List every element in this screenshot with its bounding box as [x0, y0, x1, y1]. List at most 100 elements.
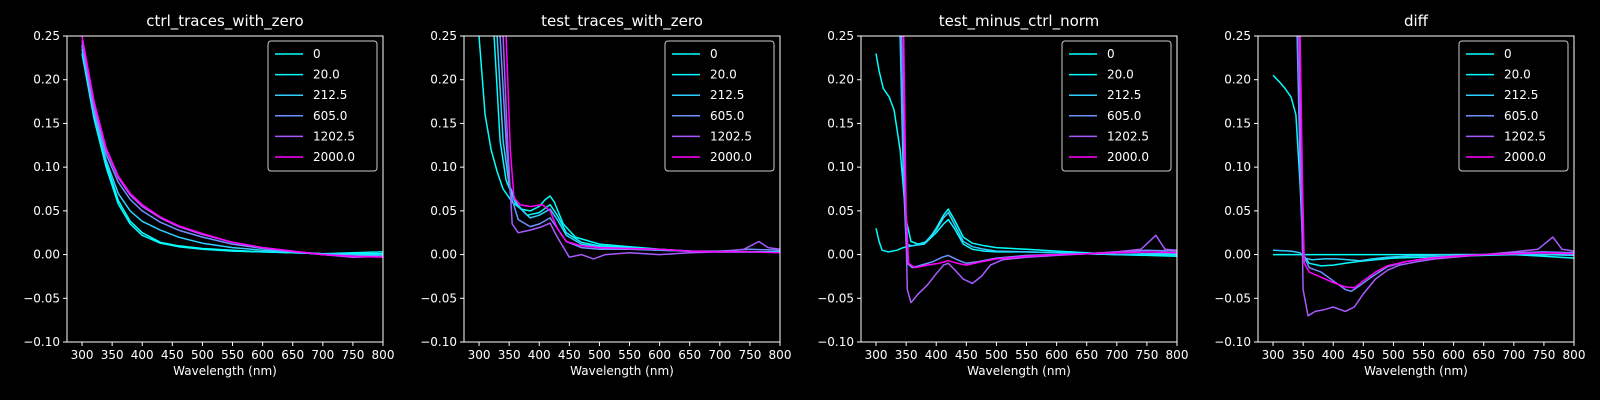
- x-tick-label: 300: [1262, 348, 1285, 362]
- series-line-2000.0: [1299, 36, 1574, 289]
- x-tick-label: 750: [341, 348, 364, 362]
- x-tick-label: 650: [281, 348, 304, 362]
- axes-frame: [66, 35, 384, 343]
- legend-label: 20.0: [710, 68, 737, 82]
- x-tick-label: 650: [1075, 348, 1098, 362]
- legend-label: 605.0: [313, 109, 347, 123]
- chart-title: test_minus_ctrl_norm: [939, 12, 1100, 31]
- x-tick-label: 500: [588, 348, 611, 362]
- x-tick-label: 550: [1015, 348, 1038, 362]
- legend-label: 2000.0: [313, 150, 355, 164]
- y-tick-label: −0.10: [23, 335, 60, 349]
- chart-panel-3: 300 350 400 450 500 550 600 650 700 750 800 −0.10 −0…: [817, 12, 1188, 378]
- x-axis-label: Wavelength (nm): [1364, 364, 1468, 378]
- series-group: [478, 36, 780, 260]
- chart-panel-2: 300 350 400 450 500 550 600 650 700 750 800 −0.10 −0…: [420, 12, 791, 378]
- x-tick-label: 800: [1563, 348, 1586, 362]
- legend-label: 605.0: [710, 109, 744, 123]
- y-tick-label: −0.05: [817, 291, 854, 305]
- y-tick-label: 0.15: [827, 116, 854, 130]
- y-tick-label: −0.10: [817, 335, 854, 349]
- legend-label: 1202.5: [710, 129, 752, 143]
- legend: 0 20.0 212.5 605.0 1202.5 2000.0: [1061, 40, 1172, 172]
- legend-label: 20.0: [1504, 68, 1531, 82]
- x-tick-label: 450: [558, 348, 581, 362]
- x-tick-label: 750: [1135, 348, 1158, 362]
- x-tick-label: 450: [161, 348, 184, 362]
- x-axis-label: Wavelength (nm): [967, 364, 1071, 378]
- y-tick-label: −0.10: [1214, 335, 1251, 349]
- x-tick-label: 650: [1472, 348, 1495, 362]
- legend-label: 212.5: [313, 88, 347, 102]
- chart-title: diff: [1404, 12, 1429, 30]
- x-tick-label: 600: [1442, 348, 1465, 362]
- x-tick-label: 400: [131, 348, 154, 362]
- y-tick-label: 0.20: [430, 73, 457, 87]
- axes-frame: [860, 35, 1178, 343]
- series-line-1202.5: [1298, 36, 1574, 317]
- x-tick-label: 800: [769, 348, 792, 362]
- x-axis-label: Wavelength (nm): [570, 364, 674, 378]
- y-tick-label: 0.15: [1224, 116, 1251, 130]
- legend-label: 1202.5: [1107, 129, 1149, 143]
- y-tick-label: 0.25: [430, 29, 457, 43]
- legend: 0 20.0 212.5 605.0 1202.5 2000.0: [664, 40, 775, 172]
- series-group: [1272, 36, 1574, 317]
- x-tick-label: 300: [865, 348, 888, 362]
- x-tick-label: 700: [1502, 348, 1525, 362]
- x-tick-label: 550: [618, 348, 641, 362]
- legend-label: 0: [313, 47, 321, 61]
- legend-label: 2000.0: [1504, 150, 1546, 164]
- x-tick-label: 750: [738, 348, 761, 362]
- series-line-2000.0: [81, 36, 383, 258]
- x-tick-label: 450: [1352, 348, 1375, 362]
- y-tick-label: −0.10: [420, 335, 457, 349]
- y-tick-label: 0.05: [827, 204, 854, 218]
- y-tick-label: −0.05: [1214, 291, 1251, 305]
- legend-label: 1202.5: [1504, 129, 1546, 143]
- x-tick-label: 750: [1532, 348, 1555, 362]
- y-tick-label: 0.15: [33, 116, 60, 130]
- x-tick-label: 400: [1322, 348, 1345, 362]
- series-group: [875, 36, 1177, 304]
- x-tick-label: 350: [101, 348, 124, 362]
- y-tick-label: 0.10: [430, 160, 457, 174]
- legend-box: [1061, 40, 1172, 172]
- series-line-2000.0: [505, 36, 780, 254]
- legend-label: 212.5: [710, 88, 744, 102]
- x-tick-label: 500: [1382, 348, 1405, 362]
- legend-box: [1458, 40, 1569, 172]
- x-tick-label: 800: [372, 348, 395, 362]
- legend-label: 212.5: [1504, 88, 1538, 102]
- legend: 0 20.0 212.5 605.0 1202.5 2000.0: [1458, 40, 1569, 172]
- x-tick-label: 500: [191, 348, 214, 362]
- series-line-2000.0: [902, 36, 1177, 269]
- y-tick-label: 0.10: [33, 160, 60, 174]
- y-tick-label: 0.20: [1224, 73, 1251, 87]
- x-tick-label: 550: [221, 348, 244, 362]
- legend-label: 2000.0: [1107, 150, 1149, 164]
- legend-box: [267, 40, 378, 172]
- x-tick-label: 700: [708, 348, 731, 362]
- x-tick-label: 550: [1412, 348, 1435, 362]
- y-tick-label: 0.20: [33, 73, 60, 87]
- x-tick-label: 400: [528, 348, 551, 362]
- y-tick-label: 0.25: [1224, 29, 1251, 43]
- x-tick-label: 500: [985, 348, 1008, 362]
- x-tick-label: 800: [1166, 348, 1189, 362]
- y-tick-label: −0.05: [23, 291, 60, 305]
- y-tick-label: 0.10: [1224, 160, 1251, 174]
- x-tick-label: 600: [648, 348, 671, 362]
- x-tick-label: 450: [955, 348, 978, 362]
- y-tick-label: 0.05: [1224, 204, 1251, 218]
- x-tick-label: 400: [925, 348, 948, 362]
- legend-box: [664, 40, 775, 172]
- chart-title: test_traces_with_zero: [541, 12, 703, 31]
- legend-label: 0: [1504, 47, 1512, 61]
- x-tick-label: 600: [1045, 348, 1068, 362]
- chart-title: ctrl_traces_with_zero: [146, 12, 303, 31]
- legend-label: 1202.5: [313, 129, 355, 143]
- y-tick-label: 0.25: [33, 29, 60, 43]
- legend-label: 0: [1107, 47, 1115, 61]
